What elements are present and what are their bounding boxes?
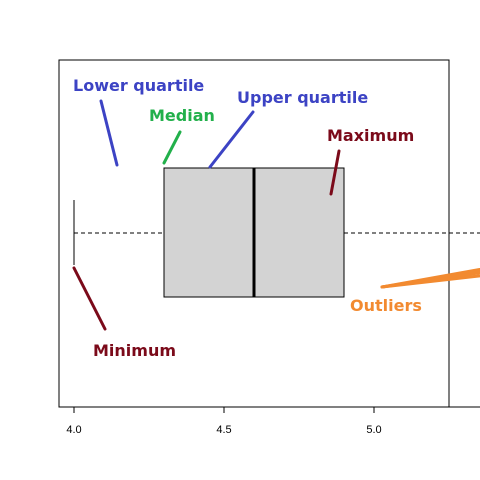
x-tick-label: 4.0: [66, 424, 81, 436]
annotation-label-median: Median: [149, 106, 215, 125]
annotation-pointer-upper: [208, 110, 255, 169]
annotation-pointer-median: [162, 130, 182, 165]
annotation-pointer-outliers: [380, 274, 480, 289]
x-tick-label: 5.0: [366, 424, 381, 436]
annotation-label-outliers: Outliers: [350, 296, 422, 315]
x-tick-label: 4.5: [216, 424, 231, 436]
annotation-label-min: Minimum: [93, 341, 176, 360]
annotation-label-lower: Lower quartile: [73, 76, 204, 95]
annotation-pointer-outliers: [380, 271, 480, 289]
annotation-label-max: Maximum: [327, 126, 414, 145]
annotation-pointer-max: [329, 149, 341, 196]
annotation-pointer-lower: [99, 99, 119, 167]
annotation-label-upper: Upper quartile: [237, 88, 368, 107]
annotation-pointer-min: [72, 266, 107, 331]
